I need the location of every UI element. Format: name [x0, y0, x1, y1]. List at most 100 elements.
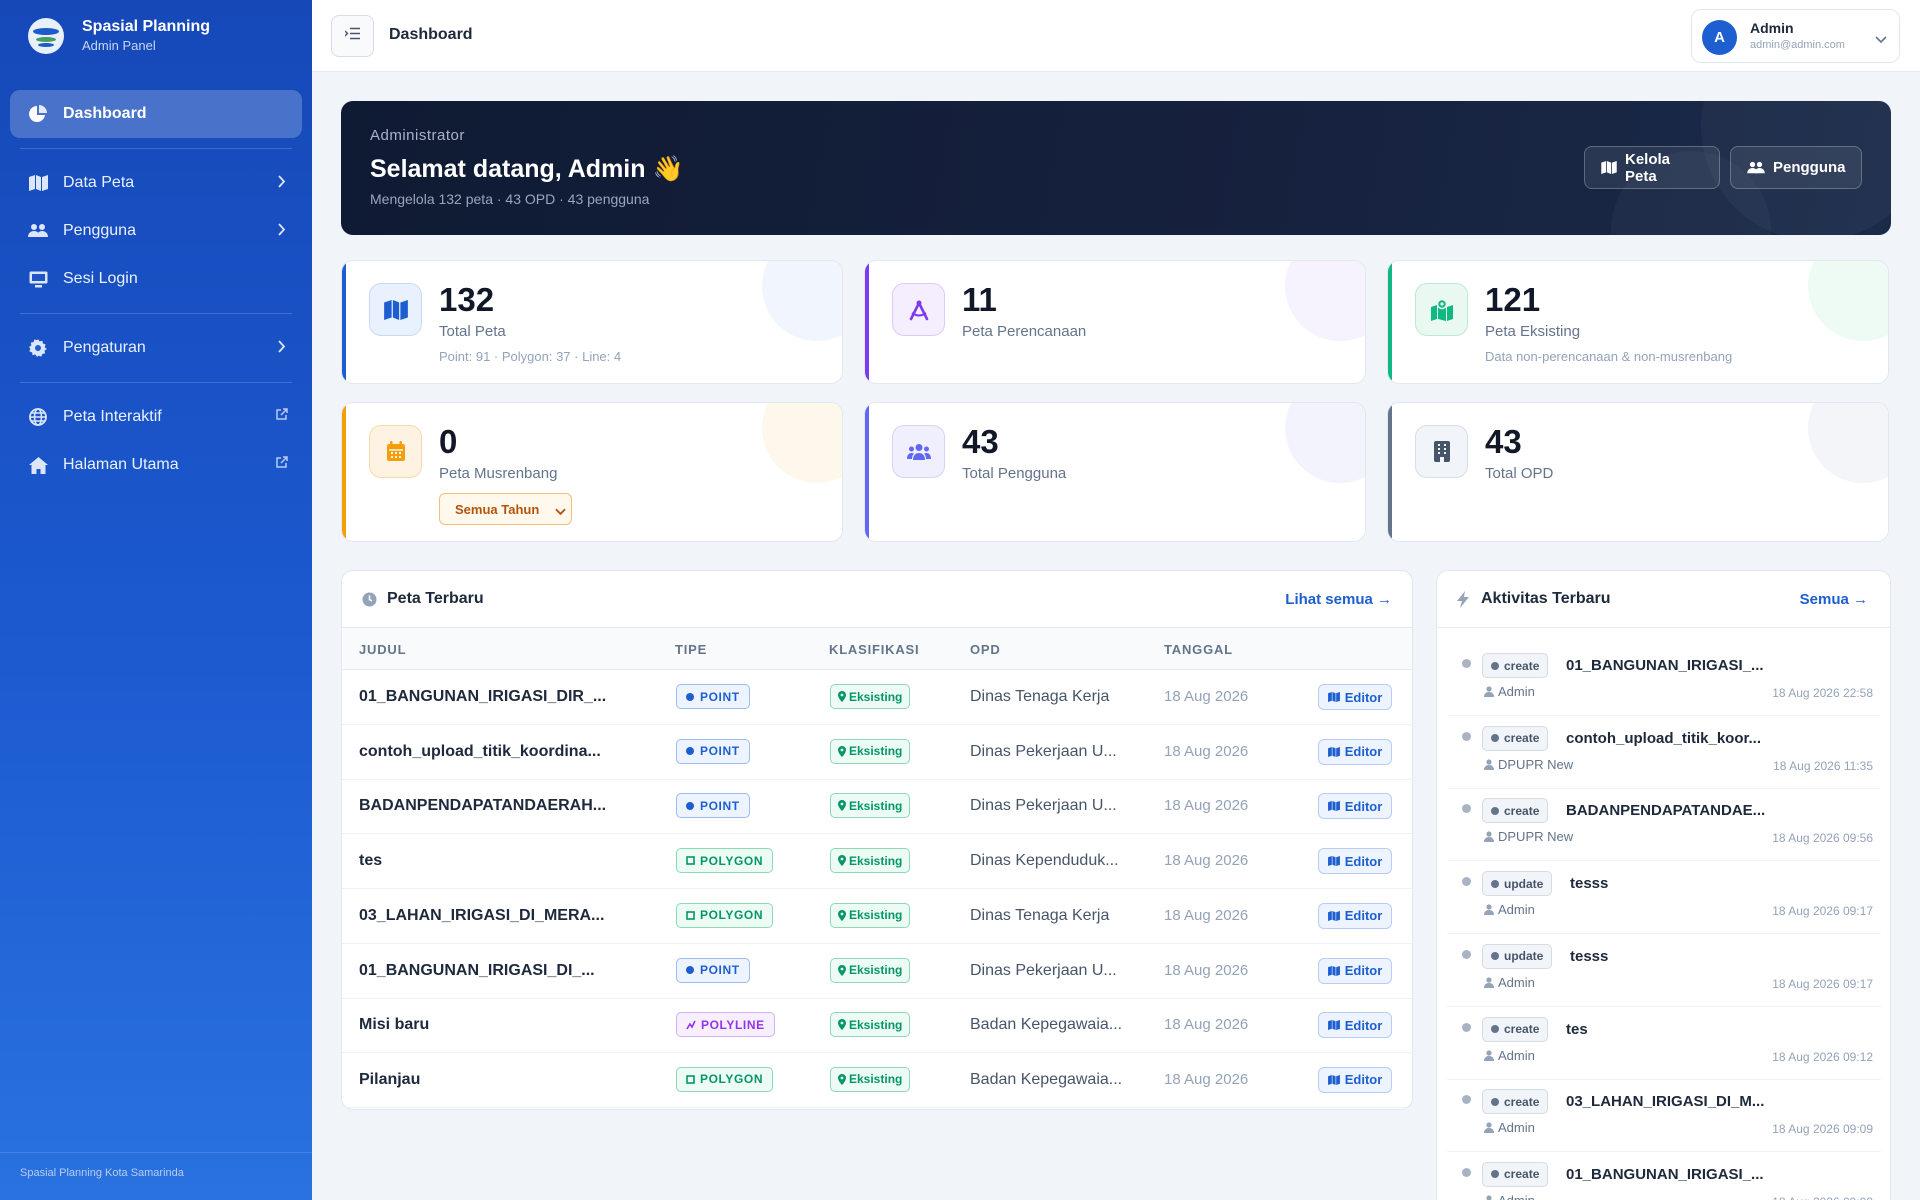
stat-value: 43: [1485, 423, 1522, 460]
editor-button[interactable]: Editor: [1318, 738, 1392, 765]
kelola-peta-button[interactable]: Kelola Peta: [1584, 146, 1720, 189]
table-row[interactable]: Pilanjau POLYGON Eksisting Badan Kepegawaia…: [342, 1053, 1412, 1108]
table-row[interactable]: contoh_upload_titik_koordina... POINT Eksi…: [342, 725, 1412, 780]
sidebar-item-dashboard[interactable]: Dashboard: [10, 90, 302, 138]
bolt-icon: [1457, 591, 1469, 613]
semua-link[interactable]: Semua →: [1799, 591, 1868, 608]
editor-button[interactable]: Editor: [1318, 684, 1392, 710]
stat-label: Peta Musrenbang: [439, 465, 558, 482]
cell-opd: Dinas Tenaga Kerja: [970, 688, 1110, 705]
table-row[interactable]: 01_BANGUNAN_IRIGASI_DIR_... POINT Eksistin…: [342, 670, 1412, 725]
cell-judul: Pilanjau: [359, 1070, 421, 1088]
stat-label: Total OPD: [1485, 465, 1554, 482]
editor-label: Editor: [1344, 1017, 1383, 1033]
cell-judul: contoh_upload_titik_koordina...: [359, 742, 601, 760]
editor-button[interactable]: Editor: [1318, 1066, 1392, 1093]
type-label: POINT: [700, 798, 740, 813]
menu-icon: [344, 27, 360, 45]
chevron-right-icon: [278, 223, 286, 241]
activity-user-name: Admin: [1498, 974, 1535, 990]
cell-judul: 01_BANGUNAN_IRIGASI_DIR_...: [359, 688, 607, 705]
action-badge: create: [1482, 1089, 1549, 1115]
stat-value: 0: [439, 423, 458, 460]
divider: [20, 148, 292, 149]
user-name: Admin: [1750, 20, 1794, 36]
action-label: create: [1504, 803, 1540, 818]
sidebar-item-pengguna[interactable]: Pengguna: [10, 207, 302, 255]
sidebar-item-sesi-login[interactable]: Sesi Login: [10, 255, 302, 303]
activity-user: Admin: [1484, 684, 1535, 699]
sidebar-item-halaman-utama[interactable]: Halaman Utama: [10, 441, 302, 489]
activity-title: 01_BANGUNAN_IRIGASI_...: [1566, 1165, 1764, 1183]
sidebar-item-label: Peta Interaktif: [63, 408, 162, 425]
activity-item[interactable]: create contoh_upload_titik_koor... DPUPR N…: [1447, 716, 1881, 789]
year-select[interactable]: Semua Tahun: [439, 493, 572, 525]
sidebar-item-pengaturan[interactable]: Pengaturan: [10, 324, 302, 372]
timeline-dot: [1462, 877, 1471, 887]
divider: [20, 382, 292, 383]
editor-button[interactable]: Editor: [1318, 793, 1392, 820]
user-menu[interactable]: A Admin admin@admin.com: [1691, 9, 1900, 63]
klasifikasi-badge: Eksisting: [830, 957, 911, 983]
activity-time: 18 Aug 2026 09:17: [1772, 976, 1873, 991]
activity-time: 18 Aug 2026 09:09: [1772, 1195, 1873, 1200]
activity-item[interactable]: create BADANPENDAPATANDAE... DPUPR New 18 A…: [1447, 788, 1881, 862]
user-email: admin@admin.com: [1750, 39, 1845, 51]
activity-item[interactable]: update tesss Admin 18 Aug 2026 09:17: [1447, 934, 1881, 1007]
klasifikasi-badge: Eksisting: [830, 1066, 911, 1092]
building-icon: [1415, 425, 1468, 478]
type-badge: POINT: [676, 957, 750, 983]
type-icon: [686, 1020, 701, 1030]
action-label: create: [1504, 731, 1540, 746]
editor-button[interactable]: Editor: [1318, 902, 1392, 929]
editor-button[interactable]: Editor: [1318, 1012, 1392, 1039]
activity-user: Admin: [1484, 1193, 1535, 1200]
table-row[interactable]: 03_LAHAN_IRIGASI_DI_MERA... POLYGON Eksist…: [342, 889, 1412, 944]
sidebar-item-data-peta[interactable]: Data Peta: [10, 159, 302, 207]
sidebar-toggle-button[interactable]: [331, 15, 374, 57]
chevron-right-icon: [278, 175, 286, 193]
map-icon: [369, 283, 422, 336]
map-icon: [1601, 161, 1617, 174]
table-row[interactable]: 01_BANGUNAN_IRIGASI_DI_... POINT Eksisting…: [342, 944, 1412, 999]
activity-title: tesss: [1570, 947, 1609, 965]
pengguna-button[interactable]: Pengguna: [1730, 146, 1862, 189]
column-header: KLASIFIKASI: [829, 642, 920, 657]
timeline-dot: [1462, 1167, 1471, 1177]
editor-button[interactable]: Editor: [1318, 848, 1392, 875]
stat-label: Total Peta: [439, 323, 506, 340]
cell-judul: 01_BANGUNAN_IRIGASI_DI_...: [359, 961, 595, 979]
action-label: create: [1504, 1022, 1540, 1036]
map-icon: [1327, 801, 1340, 812]
map-icon: [1327, 910, 1340, 921]
calendar-icon: [369, 425, 422, 478]
activity-title: tesss: [1570, 875, 1609, 893]
brand[interactable]: Spasial Planning Admin Panel: [0, 0, 312, 72]
pengguna-label: Pengguna: [1773, 159, 1846, 176]
sidebar-item-label: Pengguna: [63, 222, 136, 239]
welcome-banner: Administrator Selamat datang, Admin 👋 Me…: [341, 101, 1891, 235]
table-row[interactable]: Misi baru POLYLINE Eksisting Badan Kepegawa…: [342, 998, 1412, 1054]
activity-item[interactable]: create 03_LAHAN_IRIGASI_DI_M... Admin 18 Au…: [1447, 1079, 1881, 1153]
activity-item[interactable]: create 01_BANGUNAN_IRIGASI_... Admin 18 Aug…: [1447, 1152, 1881, 1200]
table-row[interactable]: tes POLYGON Eksisting Dinas Kependuduk... 18…: [342, 834, 1412, 890]
klasifikasi-badge: Eksisting: [830, 793, 911, 819]
column-header: OPD: [970, 642, 1001, 657]
activity-item[interactable]: create tes Admin 18 Aug 2026 09:12: [1447, 1007, 1881, 1080]
klasifikasi-badge: Eksisting: [830, 848, 911, 874]
activity-item[interactable]: update tesss Admin 18 Aug 2026 09:17: [1447, 861, 1881, 935]
editor-button[interactable]: Editor: [1318, 957, 1392, 984]
table-row[interactable]: BADANPENDAPATANDAERAH... POINT Eksisting Di…: [342, 779, 1412, 835]
activity-time: 18 Aug 2026 09:12: [1772, 1049, 1873, 1064]
kelola-peta-label: Kelola Peta: [1625, 150, 1671, 185]
lihat-semua-link[interactable]: Lihat semua →: [1285, 591, 1392, 608]
sidebar-item-peta-interaktif[interactable]: Peta Interaktif: [10, 393, 302, 441]
activity-user-name: Admin: [1498, 902, 1535, 918]
activity-user-name: Admin: [1498, 1047, 1535, 1063]
type-label: POINT: [700, 689, 740, 704]
cell-judul: BADANPENDAPATANDAERAH...: [359, 797, 607, 815]
user-icon: [1484, 904, 1494, 916]
activity-time: 18 Aug 2026 09:56: [1772, 831, 1873, 846]
cell-opd: Badan Kepegawaia...: [970, 1016, 1123, 1034]
activity-item[interactable]: create 01_BANGUNAN_IRIGASI_... Admin 18 Aug…: [1447, 643, 1881, 716]
